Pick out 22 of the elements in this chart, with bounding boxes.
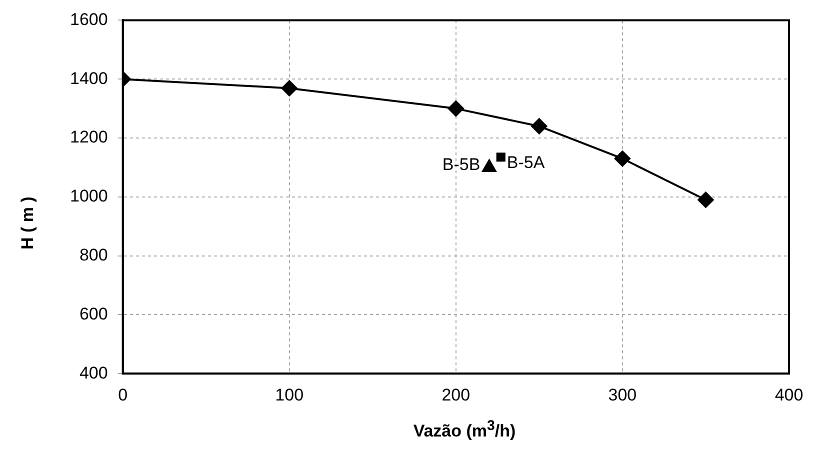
y-tick-label: 1400 [70,68,108,88]
point [698,192,714,208]
series-label: B-5A [506,152,546,172]
x-tick-label: 200 [442,385,470,404]
x-tick-label: 0 [118,385,128,404]
point [281,80,298,96]
y-tick-label: 1600 [70,10,108,29]
point [496,152,506,162]
x-tick-label: 400 [774,385,804,404]
y-tick-label: 1000 [70,186,108,206]
y-tick-label: 800 [79,245,108,264]
point [614,150,630,167]
y-tick-label: 1200 [70,128,108,147]
series-label: B-5B [442,155,480,174]
y-tick-label: 400 [79,363,108,382]
y-tick-label: 600 [79,304,108,324]
x-axis-title: Vazão (m$^{3}$/h) [412,418,517,442]
x-tick-label: 100 [275,385,304,404]
point [531,118,548,134]
x-tick-label: 300 [608,385,637,404]
y-axis-title: H ( m ) [18,196,38,252]
point [448,100,464,117]
